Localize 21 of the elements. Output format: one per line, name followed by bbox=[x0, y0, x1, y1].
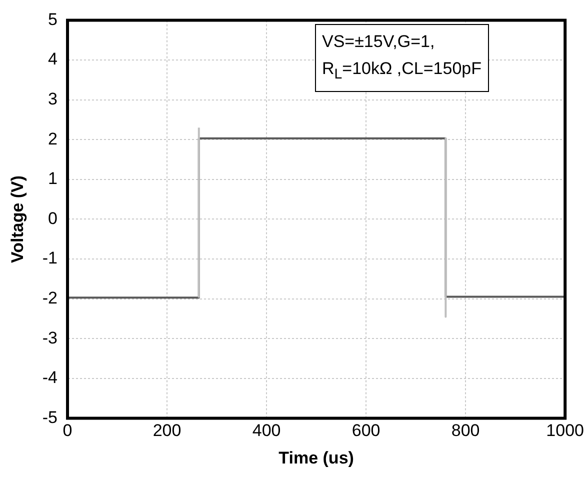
y-tick-label: 4 bbox=[48, 50, 58, 69]
y-tick-label: 0 bbox=[48, 208, 58, 228]
x-tick-label: 600 bbox=[352, 421, 380, 440]
x-tick-label: 1000 bbox=[546, 421, 584, 440]
y-tick-label: -3 bbox=[42, 328, 58, 348]
y-axis-title: Voltage (V) bbox=[8, 175, 27, 263]
y-tick-label: -1 bbox=[42, 248, 58, 268]
y-tick-label: 2 bbox=[48, 129, 58, 148]
annotation: VS=±15V,G=1, bbox=[322, 31, 436, 53]
y-tick-label: -5 bbox=[42, 408, 58, 427]
y-tick-label: -4 bbox=[42, 368, 58, 388]
y-tick-label: 3 bbox=[48, 89, 58, 108]
x-tick-label: 0 bbox=[62, 421, 72, 440]
x-tick-label: 200 bbox=[152, 421, 182, 440]
y-tick-label: 1 bbox=[48, 169, 58, 188]
y-tick-label: -2 bbox=[42, 288, 58, 308]
x-tick-label: 400 bbox=[252, 421, 281, 440]
x-axis-title: Time (us) bbox=[278, 448, 354, 468]
annotation: R$_{L}$=10kΩ ,CL=150pF bbox=[322, 58, 482, 84]
x-tick-label: 800 bbox=[451, 421, 480, 440]
y-tick-label: 5 bbox=[48, 10, 58, 29]
